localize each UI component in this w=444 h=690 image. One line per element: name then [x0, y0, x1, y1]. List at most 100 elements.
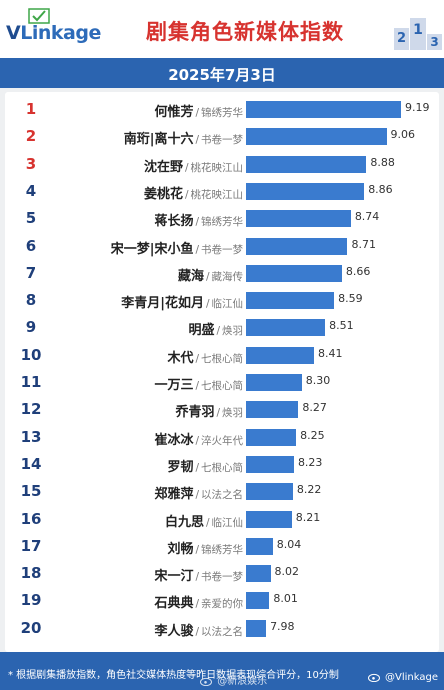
rank-number: 15: [20, 482, 42, 501]
label-separator: /: [195, 243, 199, 256]
role-label: 宋一梦|宋小鱼 / 书卷一梦: [111, 238, 243, 257]
watermark-text: @新浪娱乐: [217, 676, 268, 687]
role-label: 明盛 / 焕羽: [188, 319, 243, 338]
footer-band: * 根据剧集播放指数，角色社交媒体热度等昨日数据表现综合评分，10分制: [0, 652, 444, 690]
score-label: 8.86: [368, 182, 393, 196]
credit: @Vlinkage: [367, 672, 438, 683]
role-label: 郑雅萍 / 以法之名: [154, 483, 243, 502]
drama-title: 淬火年代: [201, 434, 243, 447]
score-label: 8.25: [300, 428, 325, 442]
drama-title: 临江仙: [211, 516, 244, 529]
score-label: 8.41: [318, 346, 343, 360]
role-name: 木代: [167, 350, 194, 366]
drama-title: 临江仙: [211, 298, 244, 311]
podium-number-1: 1: [413, 22, 423, 38]
role-label: 刘畅 / 锦绣芳华: [167, 538, 243, 557]
footnote: * 根据剧集播放指数，角色社交媒体热度等昨日数据表现综合评分，10分制: [8, 670, 339, 681]
label-separator: /: [195, 543, 199, 556]
ranking-row: 15 郑雅萍 / 以法之名 8.22: [5, 478, 439, 505]
label-separator: /: [195, 352, 199, 365]
rank-number: 7: [25, 263, 37, 282]
ranking-row: 5 蒋长扬 / 锦绣芳华 8.74: [5, 205, 439, 232]
score-bar: [246, 210, 351, 228]
role-label: 何惟芳 / 锦绣芳华: [154, 101, 243, 120]
weibo-icon: [367, 673, 380, 682]
role-name: 李青月|花如月: [121, 296, 204, 312]
chart-title: 剧集角色新媒体指数: [146, 20, 344, 44]
score-bar: [246, 401, 299, 419]
role-name: 宋一梦|宋小鱼: [110, 241, 194, 257]
score-label: 8.30: [305, 374, 331, 387]
score-label: 8.22: [296, 483, 322, 497]
role-name: 崔冰冰: [154, 432, 194, 448]
drama-title: 书卷一梦: [201, 243, 243, 256]
role-label: 南珩|离十六 / 书卷一梦: [124, 128, 243, 147]
label-separator: /: [195, 489, 199, 502]
drama-title: 锦绣芳华: [201, 216, 243, 229]
role-label: 罗韧 / 七根心简: [167, 456, 243, 475]
role-label: 沈在野 / 桃花映江山: [144, 156, 243, 175]
ranking-row: 12 乔青羽 / 焕羽 8.27: [5, 396, 439, 423]
score-bar: [246, 565, 271, 583]
label-separator: /: [205, 298, 210, 311]
rank-number: 8: [25, 291, 37, 310]
score-bar: [246, 374, 302, 391]
ranking-row: 17 刘畅 / 锦绣芳华 8.04: [5, 533, 439, 560]
podium-icon: 2 1 3: [394, 18, 442, 50]
role-label: 李人骏 / 以法之名: [154, 620, 243, 639]
ranking-row: 19 石典典 / 亲爱的你 8.01: [5, 587, 439, 614]
role-label: 一万三 / 七根心简: [154, 374, 243, 393]
score-label: 8.74: [354, 210, 380, 224]
drama-title: 七根心简: [201, 461, 243, 474]
score-bar: [246, 155, 367, 173]
role-label: 石典典 / 亲爱的你: [154, 592, 243, 611]
label-separator: /: [216, 407, 220, 420]
drama-title: 锦绣芳华: [201, 107, 243, 119]
label-separator: /: [195, 625, 199, 638]
score-label: 9.06: [390, 128, 416, 142]
role-name: 沈在野: [143, 159, 183, 175]
score-bar: [246, 483, 293, 501]
role-name: 藏海: [177, 268, 204, 284]
label-separator: /: [195, 598, 199, 611]
role-name: 宋一汀: [154, 569, 194, 585]
score-label: 8.51: [329, 319, 354, 333]
role-label: 白九思 / 临江仙: [165, 511, 243, 530]
ranking-row: 18 宋一汀 / 书卷一梦 8.02: [5, 560, 439, 587]
role-label: 宋一汀 / 书卷一梦: [154, 565, 243, 584]
drama-title: 亲爱的你: [201, 598, 243, 611]
drama-title: 桃花映江山: [190, 161, 244, 174]
credit-text: @Vlinkage: [385, 672, 438, 683]
label-separator: /: [195, 571, 199, 584]
rank-number: 11: [20, 373, 42, 391]
ranking-row: 2 南珩|离十六 / 书卷一梦 9.06: [5, 123, 439, 150]
ranking-row: 11 一万三 / 七根心简 8.30: [5, 369, 439, 396]
drama-title: 焕羽: [222, 407, 243, 420]
score-label: 8.59: [338, 292, 363, 306]
ranking-row: 9 明盛 / 焕羽 8.51: [5, 314, 439, 341]
ranking-row: 13 崔冰冰 / 淬火年代 8.25: [5, 424, 439, 451]
label-separator: /: [195, 107, 199, 119]
label-separator: /: [195, 461, 199, 474]
rank-number: 14: [20, 454, 42, 473]
label-separator: /: [195, 134, 199, 147]
rank-number: 10: [20, 345, 42, 364]
rank-number: 20: [20, 618, 42, 637]
label-separator: /: [195, 216, 199, 229]
logo-check-icon: [28, 8, 50, 24]
logo-wordmark: VLinkage: [6, 22, 101, 44]
score-bar: [246, 237, 348, 255]
label-separator: /: [216, 325, 220, 338]
role-name: 南珩|离十六: [123, 132, 194, 148]
header: VLinkage 剧集角色新媒体指数 2 1 3: [0, 0, 444, 58]
drama-title: 书卷一梦: [201, 134, 243, 147]
rank-number: 16: [20, 509, 42, 528]
role-name: 李人骏: [154, 623, 194, 639]
rank-number: 19: [20, 591, 42, 610]
label-separator: /: [195, 434, 199, 447]
score-label: 8.04: [276, 537, 302, 551]
score-bar: [246, 182, 365, 200]
weibo-watermark: @新浪娱乐: [200, 672, 267, 687]
label-separator: /: [205, 270, 210, 283]
score-bar: [246, 537, 273, 555]
